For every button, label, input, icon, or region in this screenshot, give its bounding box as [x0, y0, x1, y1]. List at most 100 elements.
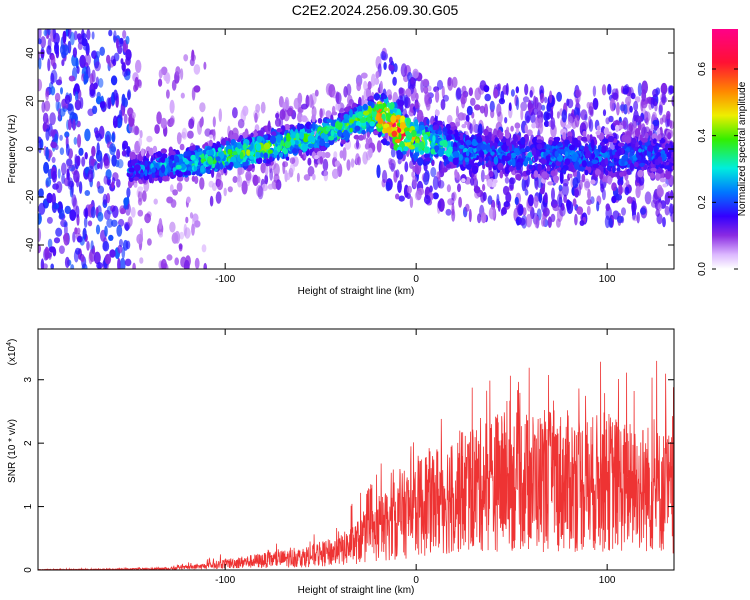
noise-blob: [430, 167, 437, 178]
ridge-blob: [550, 170, 556, 177]
ridge-blob: [657, 133, 662, 141]
noise-blob: [662, 216, 666, 228]
noise-blob: [64, 131, 70, 138]
ridge-blob: [492, 178, 498, 184]
colorbar-tick-label: 0.2: [697, 195, 708, 209]
ridge-blob: [373, 93, 381, 100]
noise-blob: [76, 33, 82, 41]
noise-blob: [257, 185, 264, 200]
ridge-blob: [464, 157, 470, 163]
ridge-blob: [562, 132, 567, 140]
colorbar-tick-label: 0.0: [697, 262, 708, 276]
noise-blob: [76, 134, 82, 148]
noise-blob: [54, 92, 61, 103]
ridge-blob: [260, 152, 264, 158]
ridge-blob: [480, 143, 487, 150]
ridge-blob: [425, 157, 432, 162]
noise-blob: [117, 257, 121, 269]
noise-blob: [58, 76, 62, 84]
noise-blob: [436, 171, 441, 180]
noise-blob: [477, 213, 482, 224]
noise-blob: [139, 257, 144, 264]
ridge-blob: [169, 159, 173, 168]
noise-blob: [441, 85, 445, 99]
ridge-blob: [637, 169, 644, 178]
ridge-blob: [597, 144, 602, 153]
ridge-blob: [590, 139, 595, 149]
ridge-blob: [501, 144, 508, 152]
ridge-blob: [574, 161, 580, 170]
noise-blob: [616, 215, 624, 224]
noise-blob: [73, 170, 80, 183]
noise-blob: [203, 61, 207, 70]
noise-blob: [166, 254, 173, 261]
ridge-blob: [659, 138, 666, 144]
noise-blob: [537, 121, 544, 135]
noise-blob: [61, 51, 67, 59]
noise-blob: [41, 263, 48, 269]
ridge-blob: [414, 119, 419, 127]
noise-blob: [624, 186, 630, 196]
noise-blob: [84, 152, 88, 160]
noise-blob: [566, 199, 572, 211]
noise-blob: [116, 179, 121, 188]
noise-blob: [50, 263, 54, 269]
ridge-blob: [215, 156, 221, 162]
top-y-ticks: -40 -20 0 20 40: [25, 47, 674, 252]
noise-blob: [160, 117, 167, 129]
top-y-axis-label: Frequency (Hz): [7, 115, 18, 184]
noise-blob: [180, 68, 184, 80]
noise-blob: [429, 185, 433, 193]
noise-blob: [398, 87, 406, 97]
noise-blob: [103, 159, 110, 169]
ridge-blob: [483, 128, 489, 136]
ridge-blob: [476, 136, 483, 144]
noise-blob: [409, 196, 414, 209]
noise-blob: [504, 117, 508, 124]
ridge-blob: [239, 135, 244, 140]
ridge-blob: [373, 130, 379, 135]
ridge-blob: [263, 134, 269, 139]
noise-blob: [465, 203, 470, 212]
noise-blob: [440, 99, 446, 111]
ridge-blob: [145, 152, 150, 159]
ridge-blob: [239, 151, 244, 160]
noise-blob: [670, 189, 674, 201]
ridge-blob: [175, 149, 180, 155]
noise-blob: [666, 110, 671, 120]
noise-blob: [158, 69, 163, 79]
noise-blob: [137, 209, 144, 217]
ridge-blob: [229, 161, 234, 167]
noise-blob: [169, 99, 175, 114]
noise-blob: [245, 170, 252, 181]
noise-blob: [515, 96, 520, 111]
noise-blob: [364, 142, 369, 150]
noise-blob: [514, 196, 519, 206]
ridge-blob: [508, 142, 513, 152]
ridge-blob: [144, 169, 148, 177]
ridge-blob: [269, 135, 277, 145]
ridge-blob: [285, 156, 290, 161]
ridge-blob: [655, 172, 661, 181]
noise-blob: [105, 134, 110, 143]
noise-blob: [252, 174, 259, 186]
noise-blob: [436, 79, 444, 90]
ridge-blob: [128, 167, 135, 173]
noise-blob: [579, 220, 585, 226]
noise-blob: [185, 216, 189, 224]
noise-blob: [68, 75, 76, 82]
ridge-blob: [183, 151, 188, 157]
noise-blob: [156, 111, 162, 125]
ridge-blob: [328, 135, 335, 141]
noise-blob: [145, 270, 150, 276]
noise-blob: [376, 140, 382, 153]
noise-blob: [375, 71, 380, 79]
noise-blob: [180, 92, 185, 99]
ridge-blob: [295, 132, 300, 141]
noise-blob: [455, 105, 459, 118]
noise-blob: [640, 99, 648, 109]
noise-blob: [165, 72, 171, 84]
ridge-blob: [263, 142, 271, 150]
ridge-blob: [515, 173, 522, 181]
ridge-blob: [562, 168, 566, 174]
